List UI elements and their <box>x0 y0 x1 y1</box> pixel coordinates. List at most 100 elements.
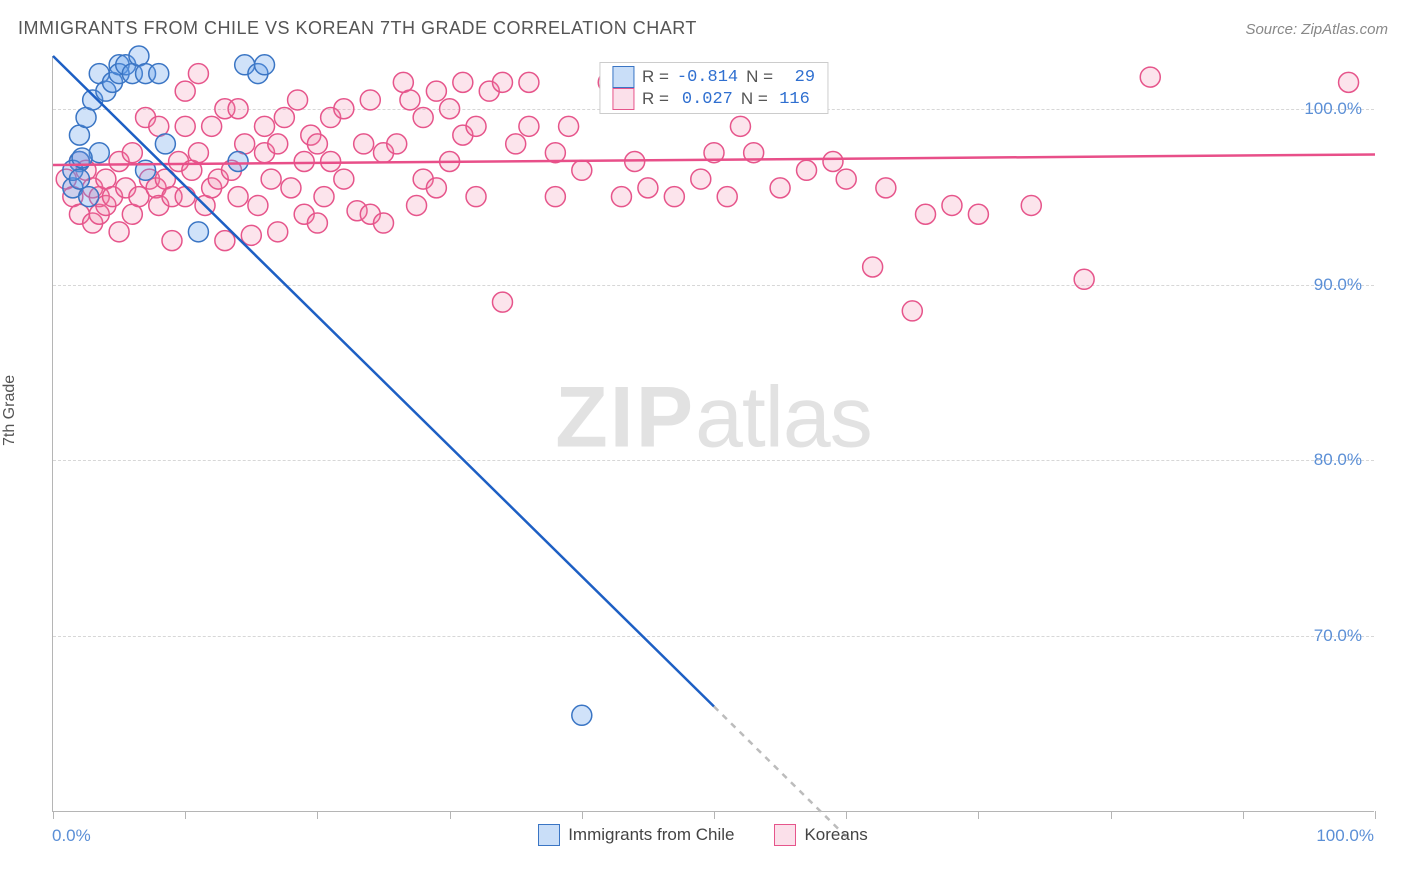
data-point <box>360 90 380 110</box>
data-point <box>228 151 248 171</box>
regression-line <box>714 707 846 837</box>
data-point <box>876 178 896 198</box>
data-point <box>916 204 936 224</box>
data-point <box>255 55 275 75</box>
data-point <box>453 72 473 92</box>
data-point <box>188 143 208 163</box>
data-point <box>274 108 294 128</box>
data-point <box>691 169 711 189</box>
data-point <box>255 116 275 136</box>
data-point <box>413 108 433 128</box>
data-point <box>968 204 988 224</box>
data-point <box>162 231 182 251</box>
header-bar: IMMIGRANTS FROM CHILE VS KOREAN 7TH GRAD… <box>18 18 1388 39</box>
x-tick <box>450 811 451 819</box>
x-tick <box>1243 811 1244 819</box>
data-point <box>334 169 354 189</box>
data-point <box>149 64 169 84</box>
data-point <box>730 116 750 136</box>
data-point <box>902 301 922 321</box>
plot-area: 70.0%80.0%90.0%100.0% ZIPatlas R = -0.81… <box>52 56 1374 812</box>
data-point <box>228 187 248 207</box>
data-point <box>281 178 301 198</box>
data-point <box>426 178 446 198</box>
x-tick <box>317 811 318 819</box>
label-R: R = <box>642 89 669 109</box>
x-tick <box>978 811 979 819</box>
data-point <box>492 72 512 92</box>
chile-R-value: -0.814 <box>677 68 738 87</box>
data-point <box>770 178 790 198</box>
data-point <box>664 187 684 207</box>
swatch-chile-icon <box>612 66 634 88</box>
data-point <box>572 160 592 180</box>
series-legend: Immigrants from Chile Koreans <box>0 824 1406 846</box>
data-point <box>492 292 512 312</box>
data-point <box>519 72 539 92</box>
data-point <box>611 187 631 207</box>
data-point <box>374 213 394 233</box>
data-point <box>823 151 843 171</box>
data-point <box>440 99 460 119</box>
data-point <box>69 169 89 189</box>
data-point <box>79 187 99 207</box>
data-point <box>261 169 281 189</box>
data-point <box>334 99 354 119</box>
x-tick <box>1111 811 1112 819</box>
data-point <box>228 99 248 119</box>
data-point <box>863 257 883 277</box>
swatch-korean-icon <box>774 824 796 846</box>
data-point <box>307 134 327 154</box>
chile-N-value: 29 <box>781 68 815 87</box>
data-point <box>400 90 420 110</box>
data-point <box>175 187 195 207</box>
data-point <box>638 178 658 198</box>
data-point <box>559 116 579 136</box>
x-tick <box>1375 811 1376 819</box>
x-tick <box>714 811 715 819</box>
data-point <box>506 134 526 154</box>
data-point <box>466 116 486 136</box>
data-point <box>155 134 175 154</box>
data-point <box>519 116 539 136</box>
data-point <box>1339 72 1359 92</box>
data-point <box>122 143 142 163</box>
data-point <box>426 81 446 101</box>
label-N: N = <box>741 89 768 109</box>
data-point <box>188 64 208 84</box>
data-point <box>797 160 817 180</box>
data-point <box>407 195 427 215</box>
data-point <box>836 169 856 189</box>
data-point <box>545 187 565 207</box>
corr-row-chile: R = -0.814 N = 29 <box>612 66 815 88</box>
data-point <box>241 225 261 245</box>
data-point <box>188 222 208 242</box>
data-point <box>387 134 407 154</box>
data-point <box>466 187 486 207</box>
source-credit: Source: ZipAtlas.com <box>1245 21 1388 38</box>
data-point <box>248 195 268 215</box>
scatter-svg <box>53 56 1374 811</box>
data-point <box>109 222 129 242</box>
chart-title: IMMIGRANTS FROM CHILE VS KOREAN 7TH GRAD… <box>18 18 697 39</box>
data-point <box>717 187 737 207</box>
x-tick <box>582 811 583 819</box>
data-point <box>268 134 288 154</box>
data-point <box>942 195 962 215</box>
data-point <box>202 116 222 136</box>
x-tick <box>53 811 54 819</box>
x-tick <box>185 811 186 819</box>
korean-R-value: 0.027 <box>677 90 733 109</box>
data-point <box>294 151 314 171</box>
data-point <box>175 81 195 101</box>
data-point <box>288 90 308 110</box>
swatch-chile-icon <box>538 824 560 846</box>
data-point <box>572 705 592 725</box>
legend-label-korean: Koreans <box>804 825 867 845</box>
swatch-korean-icon <box>612 88 634 110</box>
correlation-legend: R = -0.814 N = 29 R = 0.027 N = 116 <box>599 62 828 114</box>
data-point <box>268 222 288 242</box>
data-point <box>175 116 195 136</box>
x-tick <box>846 811 847 819</box>
data-point <box>1140 67 1160 87</box>
